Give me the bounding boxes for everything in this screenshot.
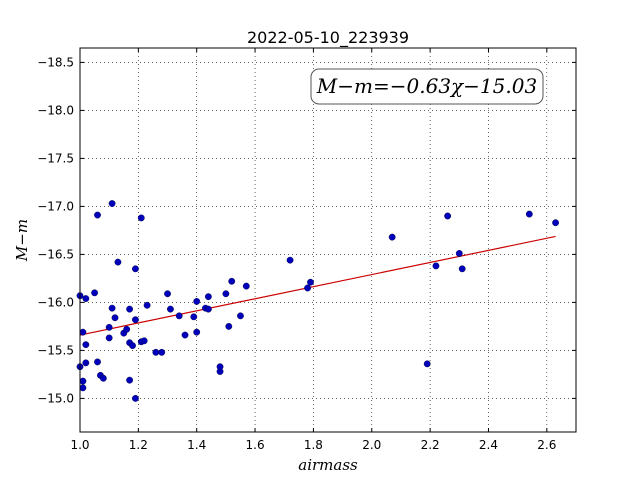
x-tick-label: 1.6	[246, 438, 265, 452]
data-point	[94, 211, 101, 219]
data-point	[132, 265, 139, 273]
data-point	[129, 342, 136, 349]
data-point	[216, 363, 224, 371]
data-point	[432, 262, 440, 270]
data-point	[242, 282, 250, 290]
data-point	[286, 256, 294, 264]
data-point	[193, 328, 201, 336]
data-point	[175, 312, 183, 320]
chart-title: 2022-05-10_223939	[247, 28, 409, 48]
fit-equation-box	[310, 68, 544, 105]
data-point	[458, 265, 466, 273]
data-point	[126, 376, 134, 384]
data-point	[114, 258, 122, 266]
data-point	[152, 348, 160, 356]
data-point	[525, 210, 533, 218]
y-tick-label: −18.0	[37, 103, 74, 117]
y-tick-label: −16.0	[37, 295, 74, 309]
fit-equation-label: M−m=−0.63χ−15.03	[316, 74, 537, 98]
fit-line	[79, 235, 556, 336]
data-point	[82, 341, 90, 349]
y-tick-label: −17.0	[37, 199, 74, 213]
data-point	[164, 290, 171, 298]
y-tick-label: −15.0	[37, 391, 74, 405]
data-point	[237, 312, 244, 320]
data-point	[94, 358, 101, 366]
data-point	[137, 214, 145, 222]
data-point	[193, 298, 201, 305]
data-point	[222, 290, 230, 298]
data-point	[140, 337, 148, 345]
data-point	[105, 323, 113, 331]
grid-lines	[79, 48, 576, 432]
x-axis-label: airmass	[298, 456, 358, 474]
x-tick-labels: 1.0 1.2 1.4 1.6 1.8 2.0 2.2 2.4 2.6	[70, 438, 556, 452]
data-point	[99, 374, 107, 382]
x-tick-label: 1.4	[187, 438, 206, 452]
data-point	[304, 284, 311, 292]
data-point	[190, 313, 198, 321]
data-point	[143, 301, 151, 309]
data-point	[79, 328, 87, 336]
data-point	[132, 316, 139, 324]
y-tick-labels: −15.0 −15.5 −16.0 −16.5 −17.0 −17.5 −18.0 −18.5	[37, 55, 74, 405]
data-point	[552, 219, 559, 227]
axis-ticks	[79, 48, 576, 432]
data-point	[228, 277, 236, 285]
y-axis-label: M−m	[13, 219, 31, 262]
fit-line-layer	[79, 235, 556, 336]
y-tick-label: −16.5	[37, 247, 74, 261]
x-tick-label: 1.0	[70, 438, 89, 452]
data-point	[388, 233, 396, 241]
data-point	[126, 305, 134, 313]
data-point	[91, 289, 98, 297]
y-tick-label: −17.5	[37, 151, 74, 165]
data-point	[204, 305, 212, 313]
data-point	[455, 250, 463, 257]
data-points	[76, 200, 559, 402]
data-point	[307, 278, 314, 286]
data-point	[132, 394, 139, 402]
data-point	[108, 304, 116, 312]
data-point	[444, 212, 452, 220]
data-point	[204, 293, 212, 301]
data-point	[123, 325, 131, 333]
x-tick-label: 1.2	[129, 438, 148, 452]
data-point	[82, 295, 90, 302]
data-point	[111, 314, 119, 322]
axes-frame	[79, 47, 577, 433]
x-tick-label: 2.6	[537, 438, 556, 452]
y-tick-label: −18.5	[37, 55, 74, 69]
data-point	[181, 331, 189, 339]
x-tick-label: 2.4	[479, 438, 498, 452]
data-point	[108, 200, 116, 207]
data-point	[79, 377, 87, 385]
data-point	[79, 384, 87, 392]
data-point	[105, 334, 113, 342]
x-tick-label: 1.8	[304, 438, 323, 452]
data-point	[423, 360, 431, 368]
data-point	[82, 359, 90, 367]
data-point	[158, 348, 166, 356]
data-point	[225, 322, 233, 330]
y-tick-label: −15.5	[37, 343, 74, 357]
x-tick-label: 2.0	[362, 438, 381, 452]
x-tick-label: 2.2	[421, 438, 440, 452]
data-point	[167, 305, 174, 313]
